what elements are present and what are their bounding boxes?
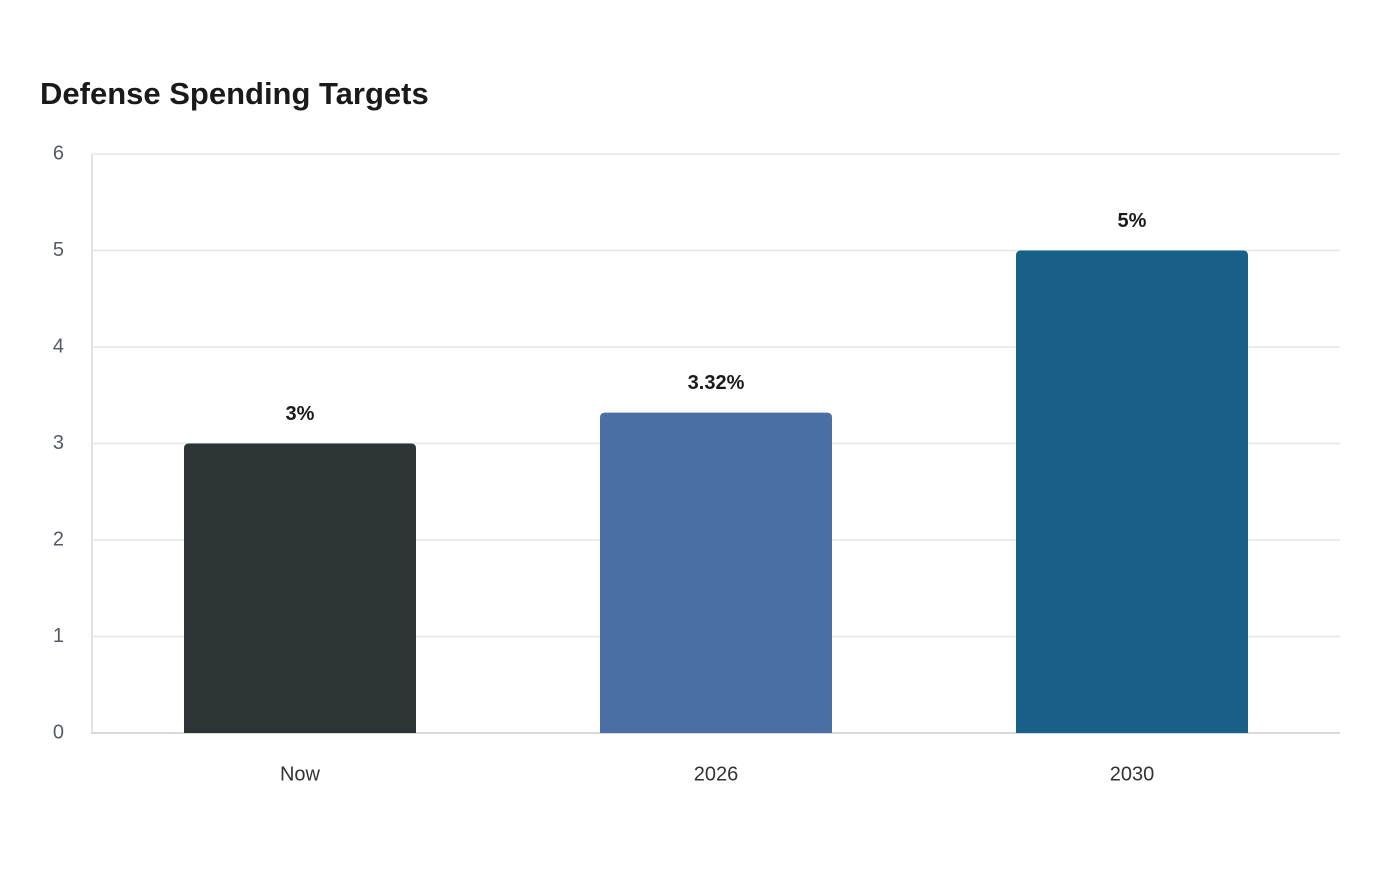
y-tick-label: 3 — [53, 432, 64, 454]
bar — [1016, 250, 1248, 733]
x-tick-label: 2030 — [1110, 763, 1155, 785]
y-tick-label: 5 — [53, 239, 64, 261]
value-label: 3.32% — [688, 372, 745, 394]
value-label: 3% — [286, 403, 315, 425]
bar — [600, 412, 832, 733]
y-tick-label: 2 — [53, 528, 64, 550]
y-tick-label: 4 — [53, 335, 64, 357]
y-tick-label: 0 — [53, 721, 64, 743]
x-tick-label: Now — [280, 763, 321, 785]
value-label: 5% — [1118, 210, 1147, 232]
y-tick-label: 6 — [53, 142, 64, 164]
y-tick-label: 1 — [53, 625, 64, 647]
x-tick-label: 2026 — [694, 763, 739, 785]
chart-title: Defense Spending Targets — [40, 76, 429, 111]
bar — [184, 443, 416, 733]
